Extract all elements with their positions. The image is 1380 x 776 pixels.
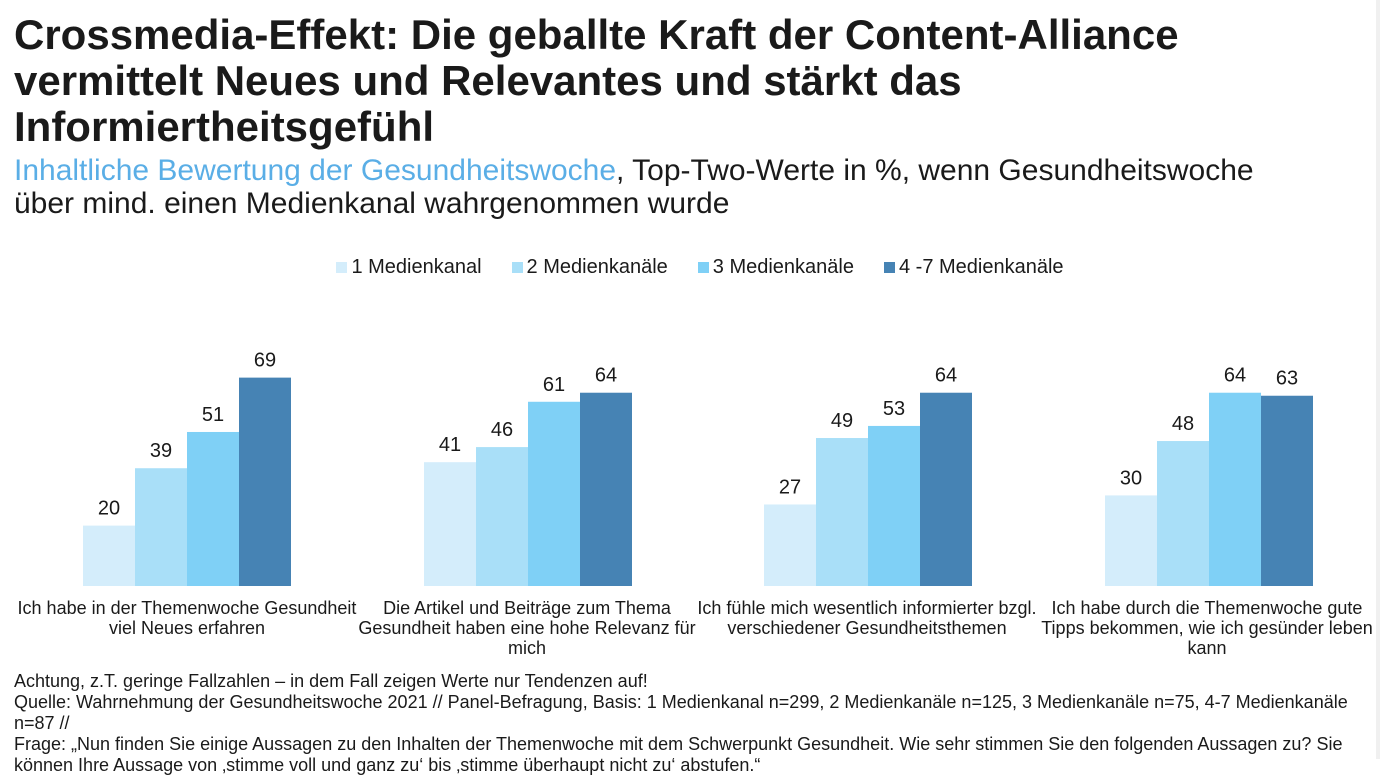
- chart-footer: Achtung, z.T. geringe Fallzahlen – in de…: [14, 671, 1364, 776]
- chart-subtitle: Inhaltliche Bewertung der Gesundheitswoc…: [14, 154, 1314, 220]
- legend-item-2: 2 Medienkanäle: [511, 256, 668, 279]
- data-label-c4-s4: 63: [1276, 368, 1298, 390]
- data-label-c3-s2: 49: [831, 410, 853, 432]
- bar-c1-s2: [135, 468, 187, 586]
- footer-note: Achtung, z.T. geringe Fallzahlen – in de…: [14, 671, 648, 691]
- bar-c4-s3: [1209, 392, 1261, 586]
- bar-c4-s1: [1105, 495, 1157, 586]
- bar-c2-s2: [476, 447, 528, 586]
- category-label-1: Ich habe in der Themenwoche Gesundheit v…: [17, 598, 357, 638]
- page-edge: [1376, 0, 1380, 759]
- bar-c2-s1: [424, 462, 476, 586]
- data-label-c2-s2: 46: [491, 419, 513, 441]
- chart-legend: 1 Medienkanal 2 Medienkanäle 3 Medienkan…: [0, 256, 1380, 279]
- legend-item-1: 1 Medienkanal: [336, 256, 482, 279]
- data-label-c2-s4: 64: [595, 365, 617, 387]
- legend-label-3: 3 Medienkanäle: [712, 256, 854, 278]
- bar-c3-s1: [764, 504, 816, 586]
- legend-item-4: 4 -7 Medienkanäle: [883, 256, 1064, 279]
- data-label-c4-s1: 30: [1120, 467, 1142, 489]
- bar-c1-s3: [187, 431, 239, 586]
- subtitle-rest: , Top-Two-Werte in %, wenn Gesundheitswo…: [14, 154, 1254, 220]
- data-label-c1-s4: 69: [254, 350, 276, 372]
- page-title: Crossmedia-Effekt: Die geballte Kraft de…: [14, 11, 1179, 150]
- legend-label-4: 4 -7 Medienkanäle: [898, 256, 1064, 278]
- category-label-4: Ich habe durch die Themenwoche gute Tipp…: [1041, 598, 1373, 658]
- legend-label-1: 1 Medienkanal: [351, 256, 482, 278]
- subtitle-highlight: Inhaltliche Bewertung der Gesundheitswoc…: [14, 154, 617, 187]
- category-label-3: Ich fühle mich wesentlich informierter b…: [697, 598, 1037, 638]
- category-label-2: Die Artikel und Beiträge zum Thema Gesun…: [358, 598, 696, 658]
- bar-c3-s3: [868, 425, 920, 586]
- bar-c4-s2: [1157, 441, 1209, 586]
- data-label-c1-s2: 39: [150, 440, 172, 462]
- bar-c4-s4: [1261, 395, 1313, 586]
- legend-item-3: 3 Medienkanäle: [697, 256, 854, 279]
- bar-c3-s2: [816, 438, 868, 586]
- bar-c2-s3: [528, 401, 580, 586]
- data-label-c3-s1: 27: [779, 476, 801, 498]
- data-label-c1-s3: 51: [202, 404, 224, 426]
- data-label-c2-s1: 41: [439, 434, 461, 456]
- footer-question: Frage: „Nun finden Sie einige Aussagen z…: [14, 734, 1343, 775]
- data-label-c3-s3: 53: [883, 398, 905, 420]
- legend-label-2: 2 Medienkanäle: [526, 256, 668, 278]
- legend-swatch-3: [697, 262, 709, 273]
- bar-c2-s4: [580, 392, 632, 586]
- legend-swatch-1: [336, 262, 348, 273]
- bar-c3-s4: [920, 392, 972, 586]
- data-label-c4-s2: 48: [1172, 413, 1194, 435]
- bar-c1-s4: [239, 377, 291, 586]
- data-label-c2-s3: 61: [543, 374, 565, 396]
- legend-swatch-4: [883, 262, 895, 273]
- data-label-c1-s1: 20: [98, 498, 120, 520]
- bar-c1-s1: [83, 525, 135, 586]
- bar-chart: 20 39 51 69 41 46 61 64 27 49 53 64 30 48 64 63: [83, 350, 1313, 586]
- data-label-c4-s3: 64: [1224, 365, 1246, 387]
- footer-source: Quelle: Wahrnehmung der Gesundheitswoche…: [14, 692, 1348, 733]
- legend-swatch-2: [511, 262, 523, 273]
- data-label-c3-s4: 64: [935, 365, 957, 387]
